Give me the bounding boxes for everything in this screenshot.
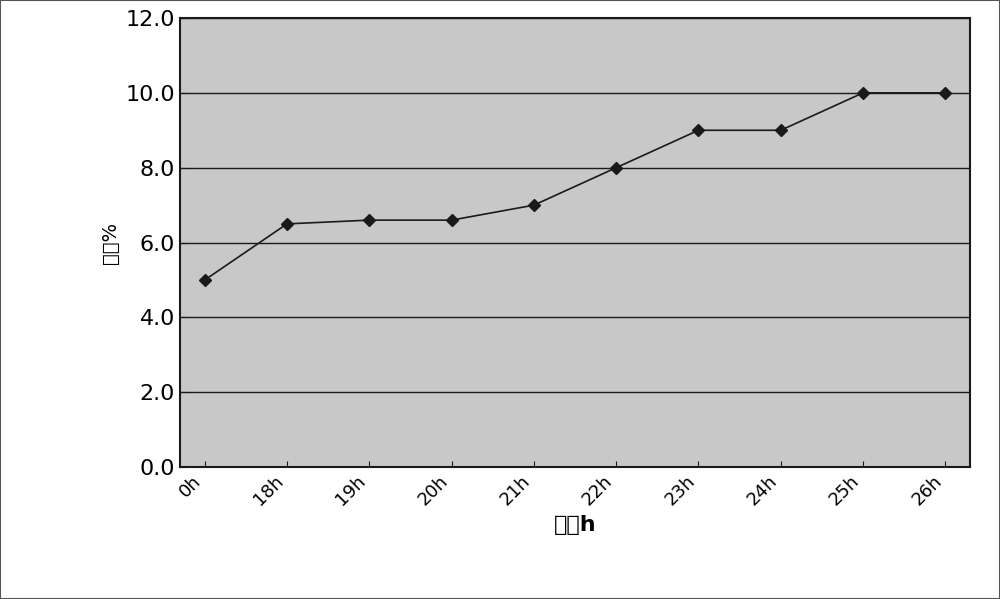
X-axis label: 时间h: 时间h (554, 515, 596, 535)
Y-axis label: 菌体%: 菌体% (101, 222, 120, 264)
